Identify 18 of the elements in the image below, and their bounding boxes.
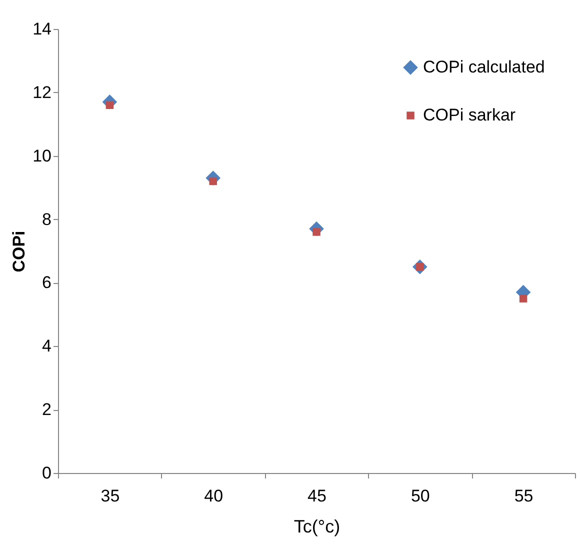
x-tick-label: 40: [204, 486, 224, 506]
y-tick-label: 6: [42, 273, 52, 292]
y-axis-title: COPi: [10, 230, 29, 272]
point: [519, 294, 528, 302]
x-tick-label: 45: [308, 486, 326, 506]
x-axis-title: Tc(°c): [294, 516, 340, 536]
y-tick-label: 0: [42, 464, 52, 482]
y-tick-label: 4: [42, 336, 52, 356]
x-tick-label: 55: [514, 486, 534, 506]
y-tick-label: 14: [32, 20, 52, 38]
y-tick-label: 2: [42, 400, 52, 420]
y-tick-label: 12: [32, 82, 52, 102]
x-tick-label: 35: [100, 486, 120, 506]
x-tick-label: 50: [410, 486, 430, 506]
y-tick-label: 8: [42, 210, 52, 229]
y-tick-label: 10: [32, 146, 52, 166]
legend-label: COPi calculated: [423, 58, 545, 76]
legend-label: COPi sarkar: [423, 106, 516, 124]
